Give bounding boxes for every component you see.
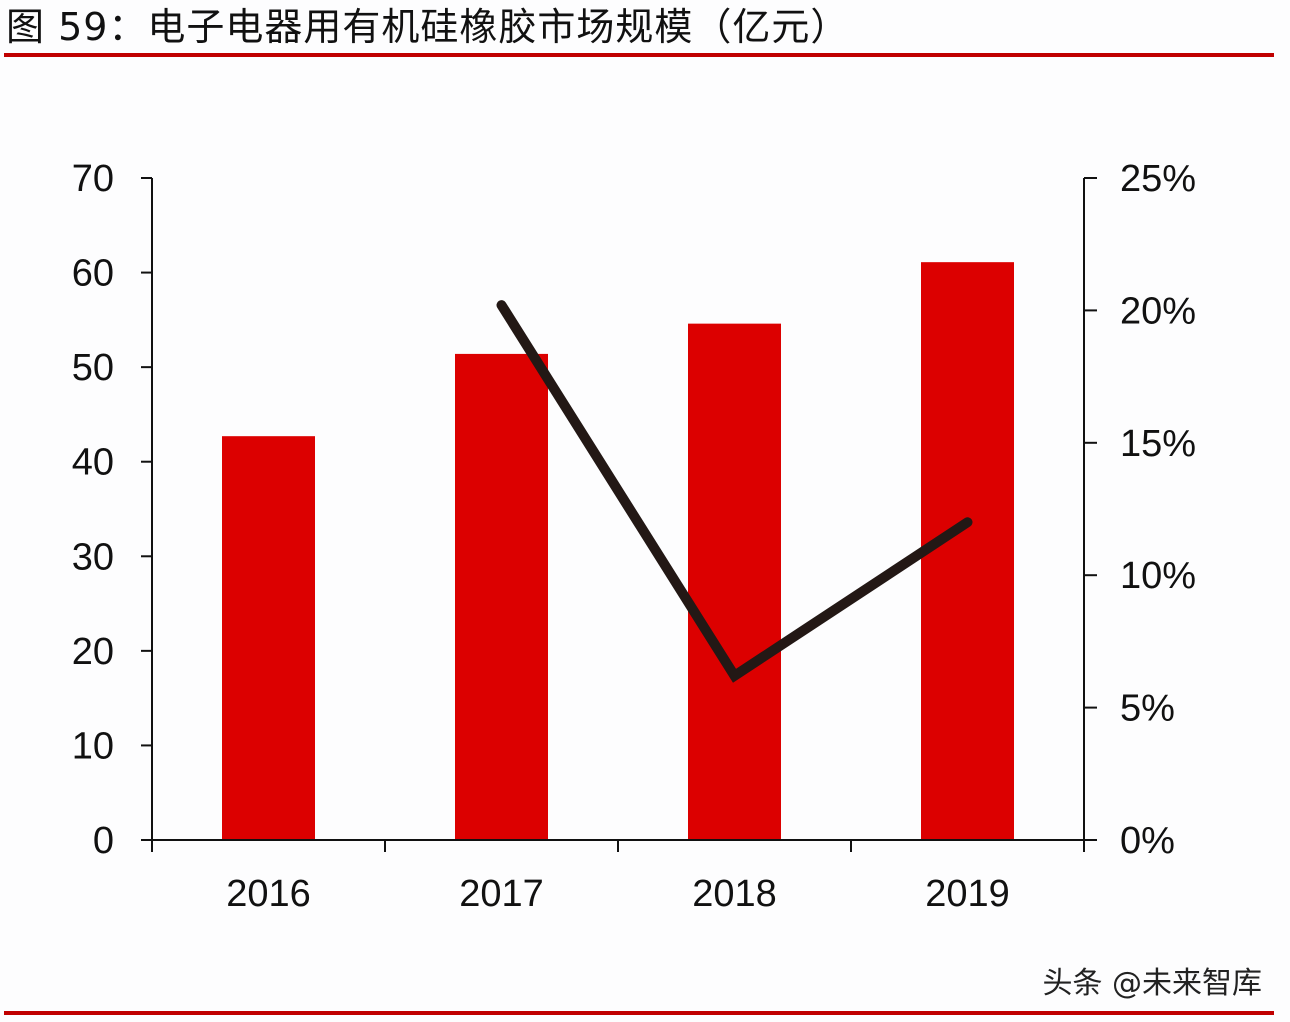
- right-tick-label: 15%: [1120, 423, 1196, 465]
- footer-divider: [4, 1011, 1274, 1015]
- bar-2018: [688, 323, 781, 840]
- x-tick-label: 2016: [226, 873, 311, 915]
- left-tick-label: 10: [72, 725, 114, 767]
- bar-2019: [921, 262, 1014, 840]
- left-tick-label: 30: [72, 536, 114, 578]
- bar-2017: [455, 353, 548, 840]
- left-tick-label: 70: [72, 158, 114, 200]
- left-tick-label: 60: [72, 253, 114, 295]
- right-tick-label: 10%: [1120, 555, 1196, 597]
- chart-title: 图 59：电子电器用有机硅橡胶市场规模（亿元）: [6, 5, 850, 49]
- growth-rate-line: [496, 300, 973, 683]
- right-tick-label: 25%: [1120, 158, 1196, 200]
- left-tick-label: 20: [72, 631, 114, 673]
- right-tick-label: 0%: [1120, 820, 1175, 862]
- x-tick-label: 2018: [692, 873, 777, 915]
- bar-2016: [222, 436, 315, 840]
- left-tick-label: 40: [72, 442, 114, 484]
- watermark: 头条 @未来智库: [1042, 966, 1262, 1001]
- right-tick-label: 20%: [1120, 290, 1196, 332]
- title-divider: [4, 53, 1274, 57]
- left-tick-label: 0: [93, 820, 114, 862]
- left-tick-label: 50: [72, 347, 114, 389]
- x-tick-label: 2019: [925, 873, 1010, 915]
- right-tick-label: 5%: [1120, 688, 1175, 730]
- x-tick-label: 2017: [459, 873, 544, 915]
